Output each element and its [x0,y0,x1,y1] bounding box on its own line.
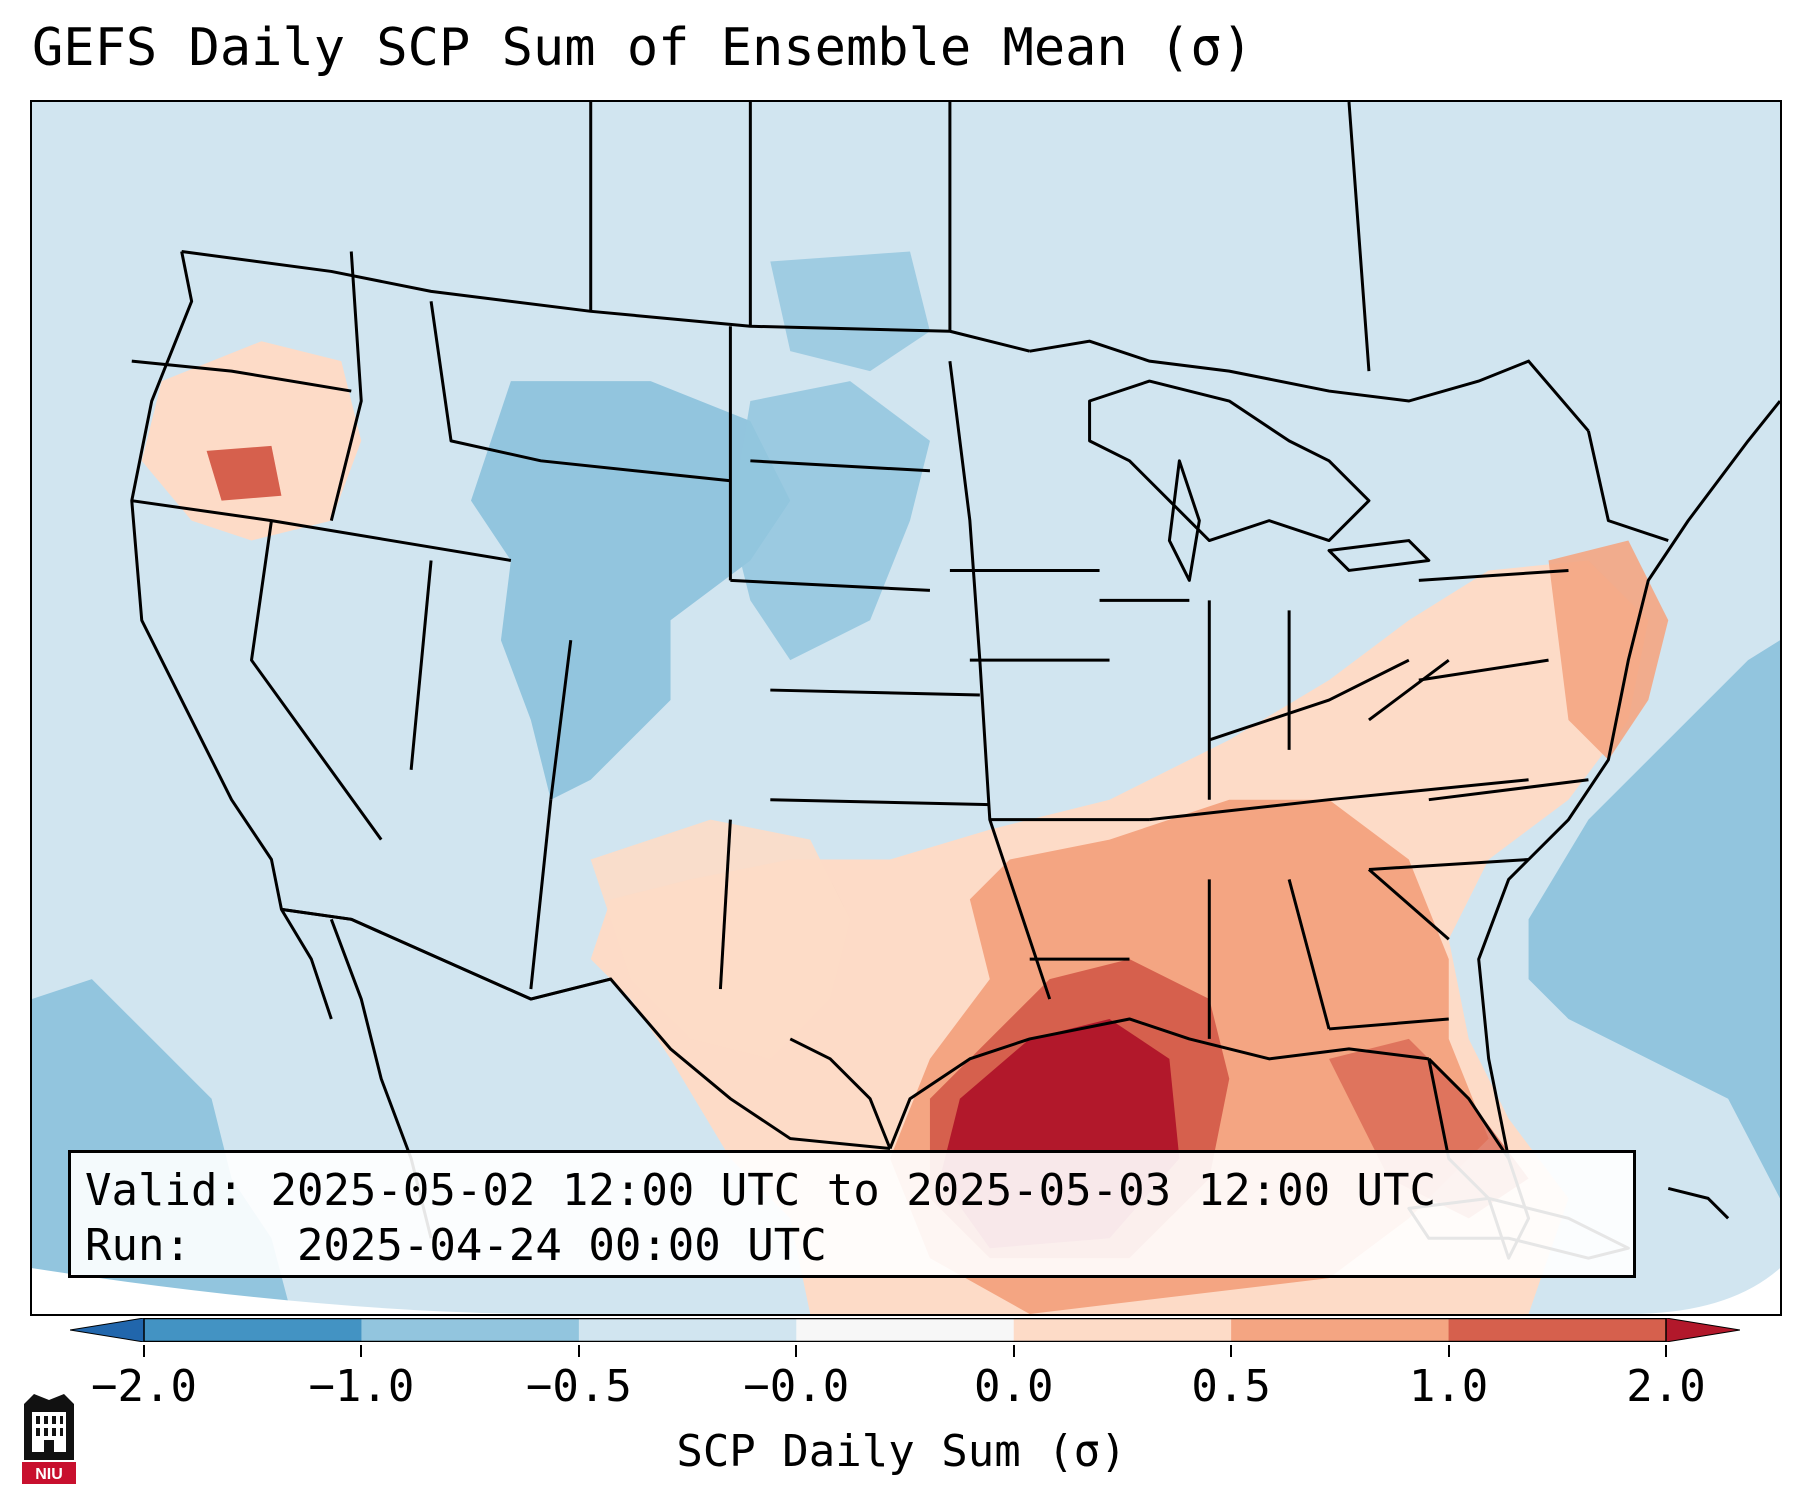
tn-ky [1149,778,1529,822]
mexico-border [281,907,891,1151]
colorbar-tick-mark [1665,1345,1667,1357]
texas-coast [789,1037,892,1150]
ky-oh [1208,658,1410,742]
sd-ne [730,578,931,592]
lake-michigan [1167,459,1201,582]
wv-va [1368,658,1450,722]
canada-north-lines [589,102,1371,372]
or-ca-nv-border [131,499,512,562]
country-borders [281,102,1590,1151]
projection-edge-left [32,1268,551,1314]
colorbar-bin [144,1318,362,1342]
run-label: Run: [85,1220,191,1271]
atlantic-coast [1477,400,1780,1159]
va-nc [1428,778,1589,802]
run-row: Run: 2025-04-24 00:00 UTC [85,1218,1619,1273]
colorbar-bin [361,1318,580,1342]
colorbar-bin [796,1318,1015,1342]
colorbar-tick-label: 0.0 [973,1361,1054,1412]
colorbar-tick-mark [577,1345,580,1357]
colorbar-label: SCP Daily Sum (σ) [676,1426,1127,1477]
colorbar-tick-label: −2.0 [91,1361,197,1412]
colorbar-extend-high [1665,1318,1740,1342]
colorbar-tick-label: −0.5 [525,1361,632,1412]
pacific-coast [130,251,333,1020]
validity-info-box: Valid: 2025-05-02 12:00 UTC to 2025-05-0… [68,1150,1636,1278]
nm-tx [718,819,732,990]
colorbar-bin [578,1318,797,1342]
plains-negative-region [730,381,930,661]
gulf-coast [888,1017,1429,1150]
colorbar-bin [1448,1318,1667,1342]
caribbean-islands [1667,1186,1730,1220]
nv-ca-diagonal [250,520,383,841]
colorbar-extend-low [70,1318,145,1342]
ga-sc [1367,868,1450,941]
texas-positive-region [590,819,851,1059]
mississippi-river [948,360,1052,1000]
map-panel: Valid: 2025-05-02 12:00 UTC to 2025-05-0… [30,100,1782,1316]
ne-ks [770,688,980,697]
colorbar-tick-mark [1230,1345,1233,1357]
idaho-border [329,251,363,521]
ks-ok [770,798,990,807]
al-ga [1287,879,1331,1030]
canada-border-east [1029,339,1590,432]
rockies-negative-region [470,381,791,800]
north-plains-negative-region [770,251,930,372]
colorbar-tick-mark [1012,1345,1015,1357]
colorado-west [549,640,573,800]
colorbar-tick-label: 1.0 [1408,1361,1489,1412]
colorbar-ticks: −2.0 −1.0 −0.5 −0.0 0.0 0.5 1.0 2.0 [0,1345,1803,1409]
colorbar-tick-mark [795,1345,798,1357]
colorbar-bin [1013,1318,1232,1342]
valid-label: Valid: [85,1165,244,1216]
lake-erie [1327,539,1431,572]
colorbar-tick-label: −1.0 [308,1361,415,1412]
colorbar-tick-label: −0.0 [743,1361,850,1412]
map-canvas [32,102,1780,1314]
new-england [1586,430,1669,542]
logo-text: NIU [35,1466,63,1483]
colorbar-tick-label: 0.5 [1191,1361,1271,1412]
colorbar-tick-mark [360,1345,363,1357]
oregon-positive-region [141,341,362,541]
oregon-high-positive [206,445,282,501]
page-title: GEFS Daily SCP Sum of Ensemble Mean (σ) [32,18,1253,78]
colorbar-tick-label: 2.0 [1626,1361,1706,1412]
atlantic-negative-region [1528,640,1780,1199]
utah-nevada [409,560,433,770]
colorbar-outline [143,1318,1667,1342]
run-value: 2025-04-24 00:00 UTC [296,1220,827,1271]
pa-md [1418,658,1549,682]
az-nm [529,799,553,990]
colorbar-tick-mark [1447,1345,1450,1357]
niu-logo: NIU [22,1394,76,1484]
valid-row: Valid: 2025-05-02 12:00 UTC to 2025-05-0… [85,1163,1619,1218]
great-lakes [1088,379,1371,543]
ga-fl [1328,1017,1449,1031]
colorbar-tick-mark [143,1345,145,1357]
colorbar [70,1318,1740,1342]
nd-sd [750,459,931,473]
pa-ny [1418,568,1569,582]
montana-wyoming [429,301,731,483]
colorbar-bin [1231,1318,1450,1342]
east-coast-positive [1548,540,1669,760]
nc-sc [1368,858,1529,871]
valid-value: 2025-05-02 12:00 UTC to 2025-05-03 12:00… [270,1165,1437,1216]
projection-edge-right [1628,1268,1780,1314]
